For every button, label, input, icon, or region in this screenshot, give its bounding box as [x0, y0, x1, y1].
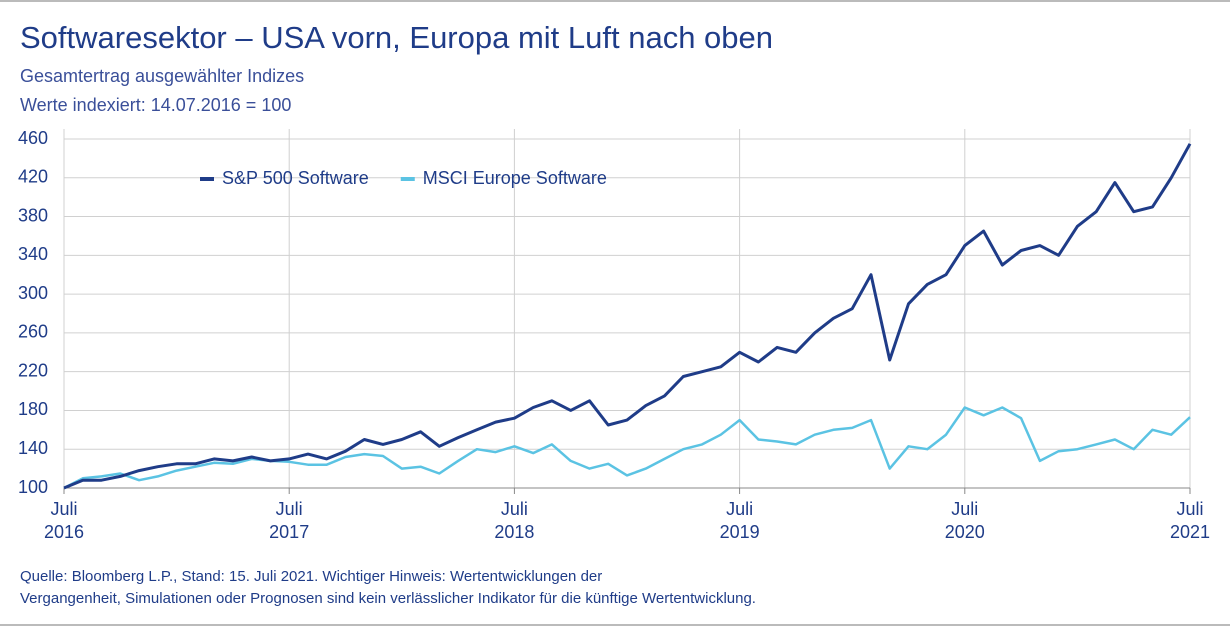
line-series: [63, 406, 1191, 490]
y-tick-label: 180: [18, 399, 48, 419]
legend-label: MSCI Europe Software: [423, 168, 607, 188]
subtitle: Werte indexiert: 14.07.2016 = 100: [20, 95, 292, 115]
y-tick-label: 100: [18, 477, 48, 497]
legend-label: S&P 500 Software: [222, 168, 369, 188]
y-tick-label: 300: [18, 283, 48, 303]
x-tick-label: Juli 2021: [1169, 499, 1211, 542]
y-tick-label: 260: [18, 322, 48, 342]
subtitle: Gesamtertrag ausgewählter Indizes: [20, 66, 305, 86]
line-series: [63, 143, 1192, 490]
source-note: Quelle: Bloomberg L.P., Stand: 15. Juli …: [20, 568, 756, 607]
y-tick-label: 140: [18, 438, 48, 458]
x-tick-label: Juli 2017: [269, 499, 310, 542]
y-tick-label: 340: [18, 244, 48, 264]
chart-title: Softwaresektor – USA vorn, Europa mit Lu…: [20, 20, 774, 55]
x-tick-label: Juli 2019: [719, 499, 760, 542]
x-tick-label: Juli 2020: [944, 499, 985, 542]
y-tick-label: 420: [18, 167, 48, 187]
x-tick-label: Juli 2018: [494, 499, 535, 542]
y-tick-label: 460: [18, 128, 48, 148]
y-tick-label: 380: [18, 205, 48, 225]
x-tick-label: Juli 2016: [43, 499, 85, 542]
y-tick-label: 220: [18, 360, 48, 380]
